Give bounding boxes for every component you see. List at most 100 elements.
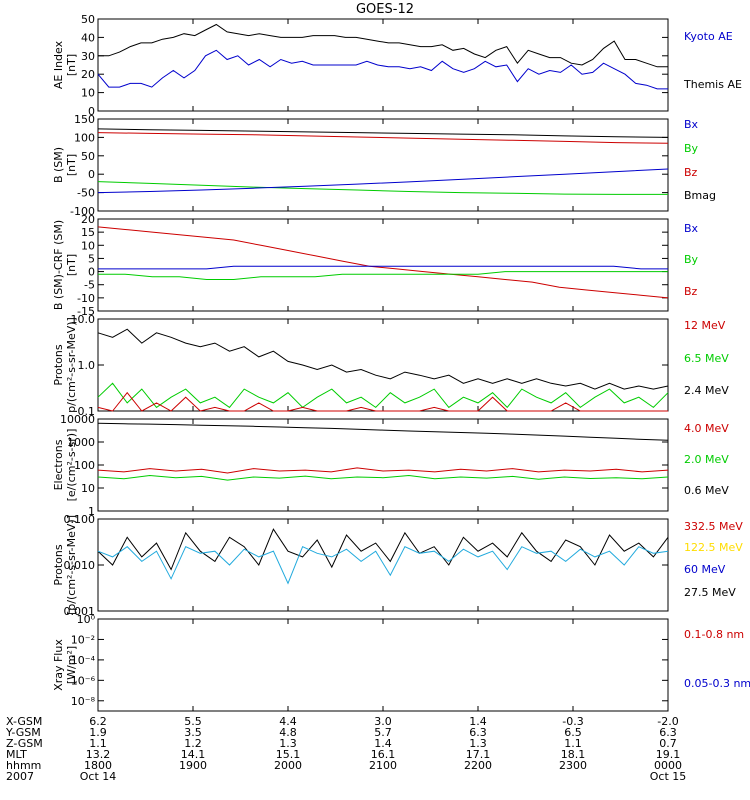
ephemeris-value: 1900 [179,759,207,772]
series-line [97,181,668,195]
legend-entry: Bz [684,285,698,298]
legend-entry: 12 MeV [684,319,726,332]
panel-1: 0 10 20 30 40 50 AE Index [nT] Kyoto AE Themis AE [52,13,742,118]
y-tick-label: 15 [81,226,95,239]
y-axis-label: Electrons [52,439,65,490]
ephemeris-value: -0.3 [562,715,583,728]
y-axis-label: Xray Flux [52,639,65,691]
y-tick-label: 20 [81,68,95,81]
ephemeris-row-label: Y-GSM [5,726,41,739]
legend-entry: 6.5 MeV [684,352,729,365]
panel-frame [97,318,669,412]
panel-6: 0.001 0.010 0.100 Protons [p/(cm²-s-sr-MeV)]… [52,513,743,618]
series-line [97,328,669,390]
panel-4: 0.1 1.0 10.0 Protons p/(cm²-s-sr-MeV)] 12 MeV… [52,313,729,418]
legend-entry: Bz [684,166,698,179]
legend-entry: Bmag [684,189,716,202]
ephemeris-value: 18.1 [561,748,586,761]
y-tick-label: 40 [81,31,95,44]
series-line [97,382,669,409]
ephemeris-value: 1.3 [469,737,487,750]
y-tick-label: 10 [81,87,95,100]
y-axis-units: [p/(cm²-s-sr-MeV)] [65,515,78,615]
series-line [97,546,669,585]
legend-entry: Kyoto AE [684,30,733,43]
panel-frame [97,518,669,612]
ephemeris-value: 16.1 [371,748,396,761]
ephemeris-value: 1.4 [469,715,487,728]
series-line [97,474,669,481]
ephemeris-value: 19.1 [656,748,681,761]
legend-entry: Bx [684,118,699,131]
y-tick-label: 30 [81,50,95,63]
series-line [97,226,669,299]
ephemeris-value: 1800 [84,759,112,772]
panel-2: -100 -50 0 50 100 150 B (SM) [nT] Bx By Bz Bmag [52,113,716,218]
legend-entry: 122.5 MeV [684,541,743,554]
legend-entry: Themis AE [683,78,742,91]
ephemeris-value: 2100 [369,759,397,772]
y-tick-label: -15 [77,305,95,318]
legend-entry: Bx [684,222,699,235]
y-axis-units: [nT] [65,54,78,76]
ephemeris-value: Oct 14 [80,770,117,783]
y-tick-label: 0.010 [64,559,96,572]
series-line [97,168,669,194]
ephemeris-value: 2300 [559,759,587,772]
y-tick-label: 0.100 [64,513,96,526]
series-line [97,391,668,412]
y-tick-label: 0 [88,105,95,118]
series-line [97,467,669,474]
series-line [98,271,668,280]
y-tick-label: 10.0 [71,313,96,326]
series-line [97,422,669,441]
y-axis-label: Protons [52,344,65,385]
y-axis-label: AE Index [52,40,65,89]
ephemeris-value: 1.4 [374,737,392,750]
y-tick-label: 1000 [67,436,95,449]
ephemeris-value: 4.4 [279,715,297,728]
ephemeris-value: 0000 [654,759,682,772]
ephemeris-value: 17.1 [466,748,491,761]
series-line [97,132,669,144]
panel-7: 10⁰ 10⁻² 10⁻⁴ 10⁻⁶ 10⁻⁸ Xray Flux [W/m²] 0.1-0.… [52,613,750,712]
ephemeris-row-label: MLT [6,748,27,761]
y-tick-label: 150 [74,113,95,126]
ephemeris-value: 13.2 [86,748,111,761]
y-axis-label: B (SM)-CRF (SM) [52,220,65,310]
legend-entry: 0.1-0.8 nm [684,628,744,641]
series-line [97,128,669,138]
legend-entry: 60 MeV [684,563,726,576]
ephemeris-value: -2.0 [657,715,678,728]
ephemeris-value: 4.8 [279,726,297,739]
y-tick-label: -100 [70,205,95,218]
y-axis-units: p/(cm²-s-sr-MeV)] [65,317,78,413]
legend-entry: 0.6 MeV [684,484,729,497]
legend-entry: By [684,253,699,266]
series-line [98,23,668,68]
ephemeris-value: Oct 15 [650,770,687,783]
series-line [98,265,668,270]
ephemeris-value: 6.2 [89,715,107,728]
panel-frame [97,418,669,512]
y-tick-label: 10 [81,239,95,252]
y-tick-label: 0.001 [64,605,96,618]
legend-entry: 4.0 MeV [684,422,729,435]
panel-frame [97,218,669,312]
y-tick-label: 10000 [60,413,95,426]
y-tick-label: 10⁻⁴ [71,654,96,667]
y-tick-label: 10⁻² [71,633,95,646]
panel-5: 1 10 100 1000 10000 Electrons [e/(cm²-s-sr)] 4.… [52,413,729,518]
legend-entry: By [684,142,699,155]
y-tick-label: 0 [88,266,95,279]
ephemeris-row-label: X-GSM [6,715,42,728]
y-tick-label: 10 [81,482,95,495]
y-axis-units: [nT] [65,254,78,276]
ephemeris-value: 1.2 [184,737,202,750]
ephemeris-row-label: 2007 [6,770,34,783]
y-tick-label: -5 [84,279,95,292]
y-tick-label: 50 [81,13,95,26]
panel-frame [97,618,669,712]
